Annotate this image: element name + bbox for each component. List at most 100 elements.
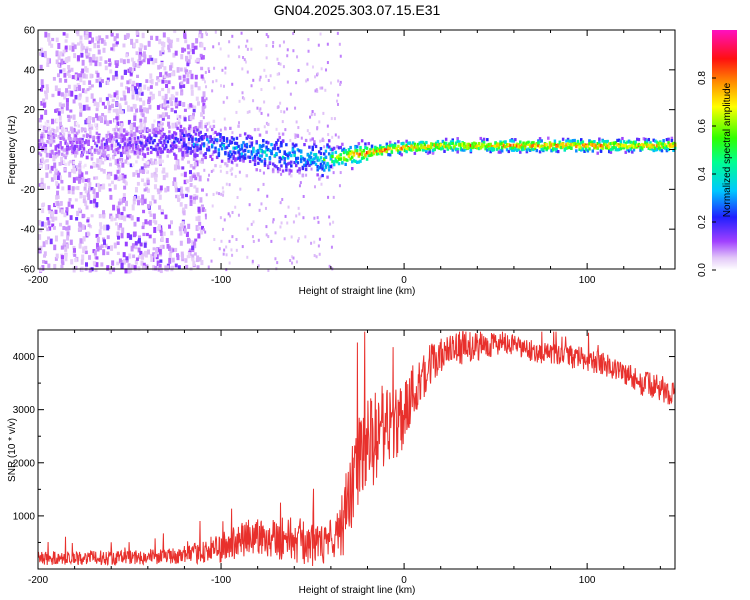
- spectrogram-ridge-cell: [182, 137, 186, 142]
- spectrogram-noise-cell: [160, 122, 164, 126]
- spectrogram-ridge-cell: [281, 139, 285, 143]
- spectrogram-ridge-cell: [79, 137, 82, 141]
- colorbar-tick-label: 0.4: [697, 167, 708, 181]
- spectrogram-noise-cell: [108, 183, 112, 187]
- spectrogram-noise-cell: [51, 118, 55, 125]
- spectrogram-ridge-cell: [298, 149, 301, 153]
- spectrogram-noise-cell: [132, 103, 136, 109]
- spectrogram-noise-cell: [78, 93, 82, 97]
- spectrogram-ridge-cell: [471, 145, 474, 149]
- spectrogram-ridge-cell: [566, 137, 570, 141]
- spectrogram-ridge-cell: [265, 153, 268, 157]
- spectrogram-noise-cell: [108, 268, 112, 275]
- spectrogram-noise-cell: [139, 118, 143, 123]
- spectrogram-noise-cell: [95, 113, 99, 119]
- spectrogram-ridge-cell: [362, 156, 366, 160]
- spectrogram-noise-cell: [153, 129, 157, 135]
- spectrogram-noise-cell: [280, 109, 283, 113]
- spectrogram-ridge-cell: [304, 167, 308, 172]
- spectrogram-ridge-cell: [548, 141, 552, 145]
- spectrogram-ridge-cell: [448, 145, 451, 149]
- spectrogram-noise-cell: [184, 127, 188, 133]
- spectrogram-noise-cell: [93, 203, 97, 208]
- spectrogram-noise-cell: [58, 161, 62, 166]
- spectrogram-ridge-cell: [411, 141, 415, 145]
- spectrogram-ridge-cell: [90, 157, 94, 161]
- spectrogram-noise-cell: [69, 215, 73, 220]
- spectrogram-noise-cell: [124, 139, 128, 146]
- spectrogram-noise-cell: [95, 36, 99, 41]
- spectrogram-ridge-cell: [245, 136, 249, 140]
- spectrogram-ridge-cell: [458, 140, 461, 144]
- spectrogram-ridge-cell: [316, 173, 319, 177]
- spectrogram-noise-cell: [109, 69, 113, 74]
- spectrogram-ridge-cell: [135, 146, 138, 150]
- spectrogram-ridge-cell: [47, 131, 51, 135]
- spectrogram-ridge-cell: [275, 165, 278, 169]
- spectrogram-ridge-cell: [443, 144, 446, 148]
- spectrogram-noise-cell: [64, 256, 68, 262]
- spectrogram-ridge-cell: [148, 128, 151, 133]
- spectrogram-noise-cell: [51, 132, 55, 137]
- spectrogram-ridge-cell: [72, 161, 76, 165]
- spectrogram-noise-cell: [160, 208, 164, 213]
- spectrogram-ridge-cell: [230, 140, 234, 145]
- spectrogram-ridge-cell: [118, 144, 122, 148]
- spectrogram-ridge-cell: [225, 170, 229, 175]
- spectrogram-noise-cell: [62, 225, 66, 230]
- spectrogram-ridge-cell: [38, 145, 41, 149]
- spectrogram-noise-cell: [185, 187, 189, 191]
- spectrogram-noise-cell: [188, 124, 192, 129]
- spectrogram-ridge-cell: [253, 154, 257, 158]
- spectrogram-noise-cell: [276, 72, 279, 76]
- spectrogram-ridge-cell: [47, 136, 51, 140]
- spectrogram-noise-cell: [60, 109, 64, 113]
- spectrogram-ridge-cell: [201, 137, 204, 141]
- spectrogram-noise-cell: [129, 124, 133, 130]
- spectrogram-ridge-cell: [204, 125, 207, 129]
- spectrogram-noise-cell: [131, 90, 135, 95]
- spectrogram-noise-cell: [45, 239, 49, 245]
- spectrogram-noise-cell: [46, 217, 50, 221]
- spectrogram-ridge-cell: [278, 167, 282, 172]
- spectrogram-ridge-cell: [186, 133, 189, 137]
- spectrogram-noise-cell: [140, 260, 144, 266]
- spectrogram-noise-cell: [246, 110, 249, 114]
- spectrogram-noise-cell: [280, 172, 283, 176]
- spectrogram-ridge-cell: [70, 146, 74, 150]
- spectrogram-ridge-cell: [276, 138, 280, 142]
- spectrogram-noise-cell: [55, 50, 59, 56]
- spectrogram-noise-cell: [60, 58, 64, 65]
- spectrogram-ridge-cell: [51, 149, 54, 153]
- spectrogram-noise-cell: [143, 242, 147, 248]
- spectrogram-noise-cell: [250, 47, 253, 51]
- spectrogram-ridge-cell: [560, 146, 563, 150]
- spectrogram-ridge-cell: [108, 139, 112, 143]
- spectrogram-noise-cell: [309, 115, 312, 119]
- spectrogram-ridge-cell: [232, 150, 235, 154]
- spectrogram-ridge-cell: [187, 133, 191, 137]
- spectrogram-ridge-cell: [612, 142, 616, 146]
- spectrogram-ridge-cell: [596, 146, 599, 150]
- spectrogram-ridge-cell: [44, 126, 48, 131]
- spectrogram-noise-cell: [257, 188, 260, 192]
- spectrogram-ridge-cell: [237, 156, 240, 160]
- spectrogram-noise-cell: [258, 78, 261, 82]
- spectrogram-ridge-cell: [388, 153, 392, 157]
- spectrogram-ridge-cell: [624, 141, 627, 146]
- spectrogram-noise-cell: [286, 48, 289, 52]
- spectrogram-noise-cell: [191, 245, 195, 251]
- spectrogram-noise-cell: [135, 30, 139, 36]
- spectrogram-ridge-cell: [670, 142, 674, 146]
- spectrogram-noise-cell: [130, 86, 134, 92]
- spectrogram-noise-cell: [230, 172, 233, 176]
- spectrogram-noise-cell: [96, 104, 100, 108]
- spectrogram-noise-cell: [223, 117, 226, 121]
- spectrogram-noise-cell: [176, 37, 180, 42]
- spectrogram-ridge-cell: [189, 151, 193, 155]
- spectrogram-noise-cell: [100, 262, 104, 267]
- spectrogram-noise-cell: [123, 215, 127, 222]
- spectrogram-ridge-cell: [166, 140, 169, 144]
- spectrogram-ridge-cell: [652, 145, 655, 149]
- spectrogram-noise-cell: [146, 204, 150, 209]
